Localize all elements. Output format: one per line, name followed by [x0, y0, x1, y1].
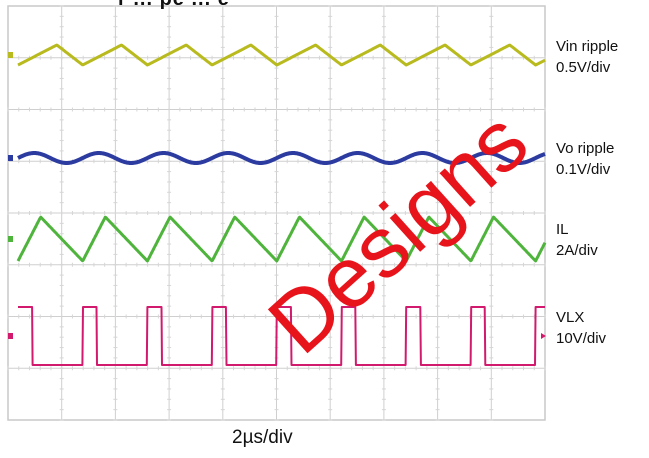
label-vo-ripple-scale: 0.1V/div	[556, 161, 611, 178]
label-vo-ripple-name: Vo ripple	[556, 140, 615, 157]
label-il-scale: 2A/div	[556, 242, 598, 259]
trace-vlx	[17, 306, 546, 366]
label-vlx-name: VLX	[556, 309, 585, 326]
trace-il	[16, 215, 547, 263]
label-vo-ripple: Vo ripple 0.1V/div	[556, 138, 614, 180]
label-vin-ripple-scale: 0.5V/div	[556, 59, 611, 76]
label-vlx: VLX 10V/div	[556, 307, 606, 349]
trace-vo-ripple	[16, 151, 547, 165]
label-vin-ripple: Vin ripple 0.5V/div	[556, 36, 618, 78]
label-vin-ripple-name: Vin ripple	[556, 38, 619, 55]
label-vlx-scale: 10V/div	[556, 330, 607, 347]
scope-traces	[8, 43, 547, 366]
timebase-label: 2µs/div	[232, 427, 293, 448]
cropped-header-text: r ... pe ... e	[118, 0, 230, 11]
channel-marker	[8, 236, 13, 242]
label-il-name: IL	[556, 221, 569, 238]
channel-marker	[8, 52, 13, 58]
trigger-marker	[541, 333, 546, 339]
channel-marker	[8, 155, 13, 161]
trace-vin-ripple	[17, 43, 546, 67]
scope-grid	[7, 5, 546, 421]
label-il: IL 2A/div	[556, 219, 598, 261]
channel-marker	[8, 333, 13, 339]
